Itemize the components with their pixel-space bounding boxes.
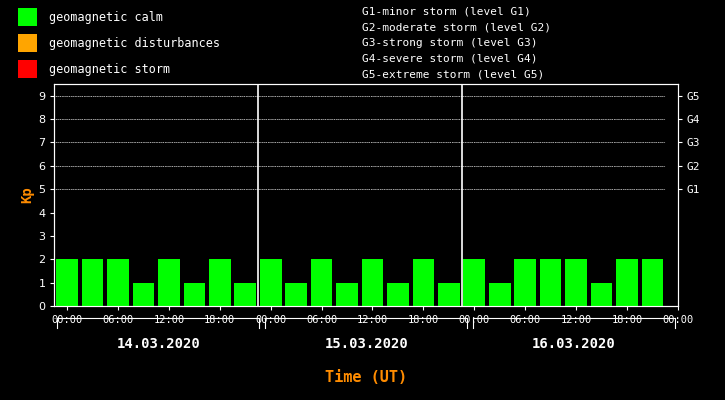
Bar — [158, 259, 180, 306]
Bar — [387, 283, 409, 306]
Bar — [260, 259, 281, 306]
Bar — [336, 283, 358, 306]
Bar — [642, 259, 663, 306]
Bar — [540, 259, 561, 306]
Bar — [286, 283, 307, 306]
Bar — [183, 283, 205, 306]
Text: G5-extreme storm (level G5): G5-extreme storm (level G5) — [362, 69, 544, 79]
Text: G2-moderate storm (level G2): G2-moderate storm (level G2) — [362, 22, 552, 32]
Bar — [514, 259, 536, 306]
Y-axis label: Kp: Kp — [20, 187, 34, 203]
FancyBboxPatch shape — [18, 60, 37, 78]
Bar — [234, 283, 256, 306]
Text: geomagnetic calm: geomagnetic calm — [49, 10, 162, 24]
FancyBboxPatch shape — [18, 34, 37, 52]
Text: geomagnetic disturbances: geomagnetic disturbances — [49, 36, 220, 50]
Text: G1-minor storm (level G1): G1-minor storm (level G1) — [362, 7, 531, 17]
Bar — [311, 259, 332, 306]
Bar — [591, 283, 613, 306]
Text: G4-severe storm (level G4): G4-severe storm (level G4) — [362, 54, 538, 64]
Bar — [413, 259, 434, 306]
Bar — [463, 259, 485, 306]
Bar — [438, 283, 460, 306]
Text: geomagnetic storm: geomagnetic storm — [49, 62, 170, 76]
Bar — [616, 259, 638, 306]
Text: Time (UT): Time (UT) — [325, 370, 407, 386]
Bar — [209, 259, 231, 306]
Bar — [362, 259, 384, 306]
FancyBboxPatch shape — [18, 8, 37, 26]
Bar — [107, 259, 129, 306]
Bar — [82, 259, 104, 306]
Text: G3-strong storm (level G3): G3-strong storm (level G3) — [362, 38, 538, 48]
Text: 14.03.2020: 14.03.2020 — [117, 337, 200, 351]
Text: 15.03.2020: 15.03.2020 — [324, 337, 408, 351]
Bar — [133, 283, 154, 306]
Text: 16.03.2020: 16.03.2020 — [532, 337, 616, 351]
Bar — [566, 259, 587, 306]
Bar — [57, 259, 78, 306]
Bar — [489, 283, 510, 306]
